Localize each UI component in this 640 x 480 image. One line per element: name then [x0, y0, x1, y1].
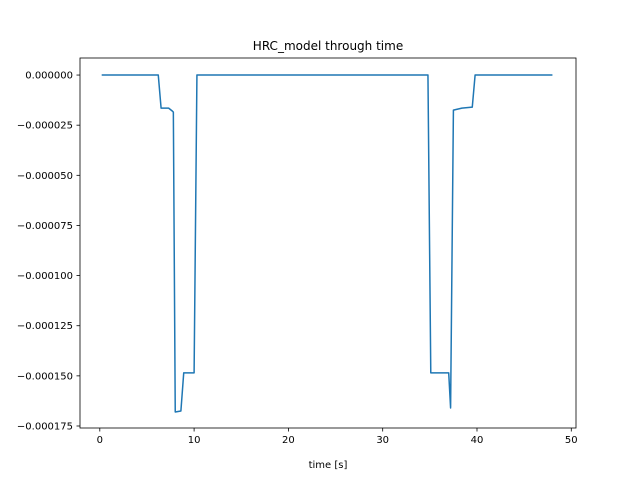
y-tick-label: −0.000175 — [17, 421, 73, 432]
x-tick-label: 30 — [376, 435, 389, 446]
y-tick-label: 0.000000 — [25, 71, 73, 82]
x-tick-label: 10 — [188, 435, 201, 446]
x-tick-label: 0 — [97, 435, 103, 446]
y-tick-label: −0.000075 — [17, 221, 73, 232]
chart-title: HRC_model through time — [253, 39, 403, 53]
y-tick-label: −0.000100 — [17, 271, 73, 282]
y-tick-label: −0.000150 — [17, 371, 73, 382]
y-axis-ticks: 0.000000 −0.000025 −0.000050 −0.000075 −0.00… — [17, 71, 80, 432]
y-tick-label: −0.000025 — [17, 121, 73, 132]
x-tick-label: 50 — [565, 435, 578, 446]
x-tick-label: 40 — [471, 435, 484, 446]
series-line-0 — [101, 74, 553, 413]
x-axis-label: time [s] — [309, 460, 348, 471]
x-tick-label: 20 — [282, 435, 295, 446]
x-axis-ticks: 0 10 20 30 40 50 — [97, 428, 578, 446]
y-tick-label: −0.000125 — [17, 321, 73, 332]
plot-area — [101, 74, 553, 413]
axes-frame — [79, 57, 577, 429]
y-tick-label: −0.000050 — [17, 171, 73, 182]
